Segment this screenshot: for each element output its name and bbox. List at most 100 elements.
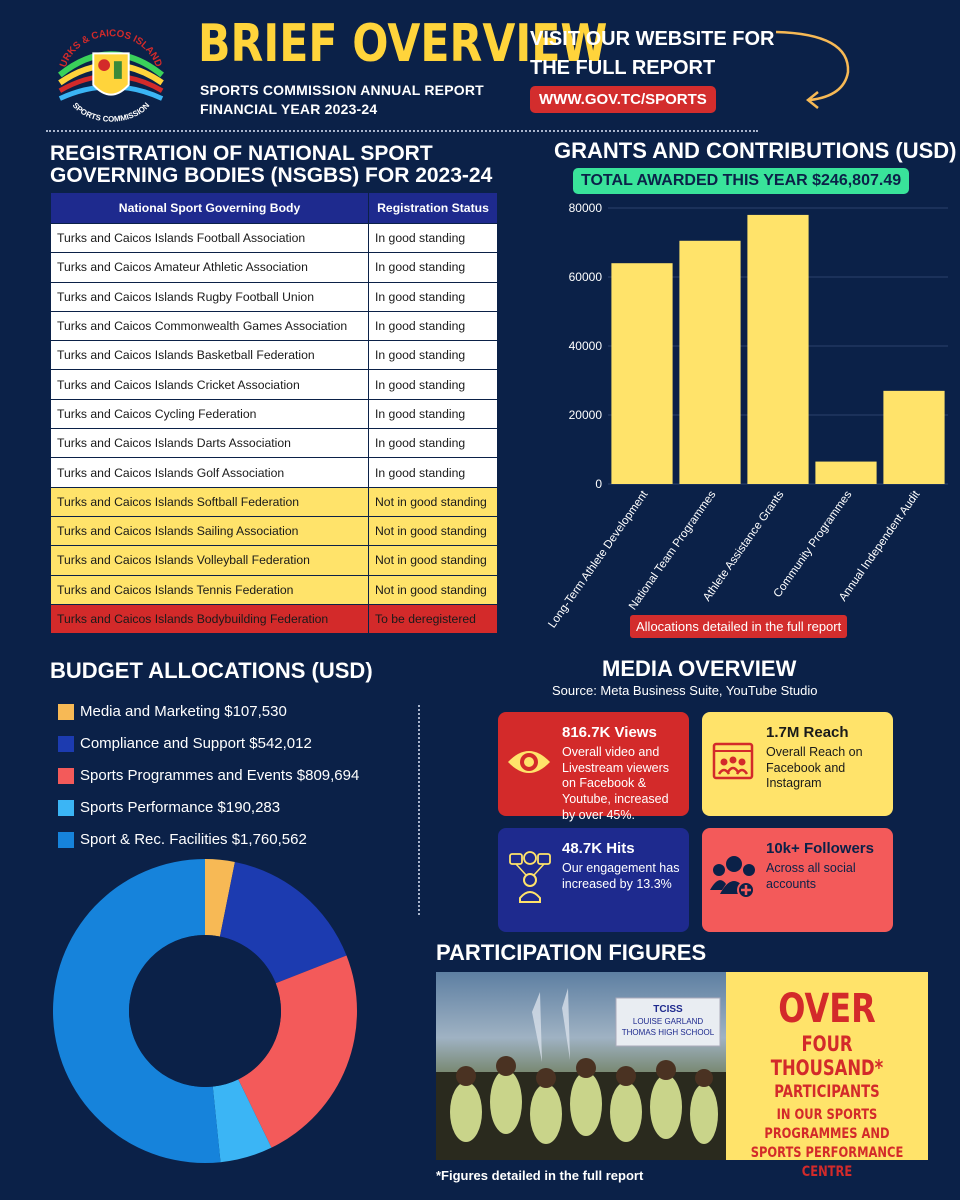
section-divider — [418, 705, 420, 915]
nsgb-name: Turks and Caicos Islands Football Associ… — [50, 222, 369, 254]
table-row: Turks and Caicos Amateur Athletic Associ… — [50, 252, 498, 283]
table-row: Turks and Caicos Islands Football Associ… — [50, 222, 498, 254]
participation-highlight: OVER FOUR THOUSAND* PARTICIPANTS IN OUR … — [726, 972, 928, 1180]
eye-icon — [508, 751, 550, 773]
nsgb-name: Turks and Caicos Islands Golf Associatio… — [50, 457, 369, 488]
followers-card: 10k+ Followers Across all social account… — [702, 828, 893, 932]
x-tick-label: Athlete Assistance Grants — [701, 489, 787, 604]
donut-hole — [129, 935, 281, 1087]
media-title: MEDIA OVERVIEW — [602, 656, 797, 681]
nsgb-name: Turks and Caicos Islands Bodybuilding Fe… — [50, 603, 369, 635]
nsgb-status: Not in good standing — [368, 545, 498, 576]
reach-metric: 1.7M Reach — [766, 724, 849, 741]
nsgb-name: Turks and Caicos Commonwealth Games Asso… — [50, 310, 369, 342]
nsgb-name: Turks and Caicos Islands Basketball Fede… — [50, 340, 369, 371]
hits-card: 48.7K Hits Our engagement has increased … — [498, 828, 689, 932]
table-row: Turks and Caicos Islands Volleyball Fede… — [50, 545, 498, 576]
y-tick-label: 40000 — [569, 339, 603, 353]
engagement-icon — [509, 851, 551, 903]
nsgb-name: Turks and Caicos Islands Sailing Associa… — [50, 515, 369, 547]
followers-icon — [710, 856, 755, 899]
participation-scope-line2: SPORTS PERFORMANCE CENTRE — [750, 1144, 904, 1180]
participation-over: OVER — [778, 986, 876, 1032]
participation-title: PARTICIPATION FIGURES — [436, 940, 707, 965]
nsgb-title: REGISTRATION OF NATIONAL SPORT — [50, 142, 433, 165]
nsgb-status: In good standing — [368, 252, 498, 283]
nsgb-name: Turks and Caicos Islands Rugby Football … — [50, 281, 369, 312]
donut-slice-4 — [53, 859, 221, 1163]
website-link[interactable]: WWW.GOV.TC/SPORTS — [530, 86, 716, 113]
participation-scope-line1: IN OUR SPORTS PROGRAMMES AND — [764, 1107, 890, 1142]
nsgb-status: In good standing — [368, 310, 498, 342]
budget-title: BUDGET ALLOCATIONS (USD) — [50, 658, 373, 683]
participants-photo: TCISS LOUISE GARLAND THOMAS HIGH SCHOOL — [436, 972, 726, 1160]
audience-screen-icon — [712, 742, 754, 780]
nsgb-name: Turks and Caicos Islands Darts Associati… — [50, 428, 369, 459]
participation-unit: PARTICIPANTS — [774, 1082, 880, 1102]
legend-item-media-marketing: Media and Marketing $107,530 — [58, 703, 287, 720]
legend-swatch — [58, 767, 74, 784]
bar-1 — [679, 240, 741, 484]
grants-title: GRANTS AND CONTRIBUTIONS (USD) — [554, 138, 957, 163]
legend-swatch — [58, 799, 74, 816]
nsgb-name: Turks and Caicos Cycling Federation — [50, 398, 369, 430]
nsgb-status: In good standing — [368, 340, 498, 371]
nsgb-status: To be deregistered — [368, 603, 498, 635]
nsgb-name: Turks and Caicos Amateur Athletic Associ… — [50, 252, 369, 283]
table-row: Turks and Caicos Commonwealth Games Asso… — [50, 310, 498, 342]
y-tick-label: 20000 — [569, 408, 603, 422]
legend-label: Sports Programmes and Events $809,694 — [80, 767, 360, 784]
nsgb-name: Turks and Caicos Islands Volleyball Fede… — [50, 545, 369, 576]
report-subtitle: SPORTS COMMISSION ANNUAL REPORT — [200, 82, 484, 98]
donut-slice-0 — [205, 859, 235, 937]
table-row: Turks and Caicos Islands Basketball Fede… — [50, 340, 498, 371]
page-title: BRIEF OVERVIEW — [198, 14, 608, 74]
y-tick-label: 80000 — [569, 201, 603, 215]
nsgb-table: National Sport Governing Body Registrati… — [50, 192, 498, 635]
grants-note: Allocations detailed in the full report — [630, 615, 848, 638]
donut-slice-2 — [238, 955, 358, 1148]
nsgb-status: In good standing — [368, 398, 498, 430]
table-header-status: Registration Status — [368, 192, 498, 224]
legend-item-compliance: Compliance and Support $542,012 — [58, 735, 312, 752]
table-row: Turks and Caicos Islands Cricket Associa… — [50, 369, 498, 400]
table-row: Turks and Caicos Islands Darts Associati… — [50, 428, 498, 459]
y-tick-label: 0 — [595, 477, 602, 491]
nsgb-status: Not in good standing — [368, 574, 498, 605]
x-tick-label: Community Programmes — [772, 489, 855, 600]
reach-description: Overall Reach on Facebook and Instagram — [766, 745, 863, 791]
nsgb-status: In good standing — [368, 428, 498, 459]
banner-school-line2: THOMAS HIGH SCHOOL — [622, 1028, 715, 1037]
table-header-body: National Sport Governing Body — [50, 192, 369, 224]
header-divider — [46, 130, 758, 132]
nsgb-name: Turks and Caicos Islands Softball Federa… — [50, 486, 369, 517]
nsgb-status: In good standing — [368, 369, 498, 400]
participation-footnote: *Figures detailed in the full report — [436, 1168, 644, 1183]
legend-item-facilities: Sport & Rec. Facilities $1,760,562 — [58, 831, 307, 848]
x-tick-label: Annual Independent Audit — [837, 488, 923, 603]
budget-donut-chart — [53, 859, 358, 1163]
nsgb-status: In good standing — [368, 457, 498, 488]
visit-text-line1: VISIT OUR WEBSITE FOR — [530, 28, 775, 50]
nsgb-status: In good standing — [368, 222, 498, 254]
views-metric: 816.7K Views — [562, 724, 657, 741]
media-source: Source: Meta Business Suite, YouTube Stu… — [552, 683, 818, 698]
bar-2 — [747, 214, 809, 484]
legend-label: Compliance and Support $542,012 — [80, 735, 312, 752]
followers-metric: 10k+ Followers — [766, 840, 874, 857]
legend-label: Media and Marketing $107,530 — [80, 703, 287, 720]
donut-slice-3 — [212, 1079, 272, 1163]
bar-3 — [815, 461, 877, 484]
legend-swatch — [58, 735, 74, 752]
legend-label: Sports Performance $190,283 — [80, 799, 281, 816]
nsgb-name: Turks and Caicos Islands Cricket Associa… — [50, 369, 369, 400]
reach-card: 1.7M Reach Overall Reach on Facebook and… — [702, 712, 893, 816]
nsgb-status: Not in good standing — [368, 486, 498, 517]
donut-slice-1 — [219, 861, 347, 984]
table-row: Turks and Caicos Islands Golf Associatio… — [50, 457, 498, 488]
athletes-celebration-image: TCISS LOUISE GARLAND THOMAS HIGH SCHOOL — [436, 988, 726, 1160]
views-card: 816.7K Views Overall video and Livestrea… — [498, 712, 689, 822]
visit-text-line2: THE FULL REPORT — [530, 57, 716, 79]
